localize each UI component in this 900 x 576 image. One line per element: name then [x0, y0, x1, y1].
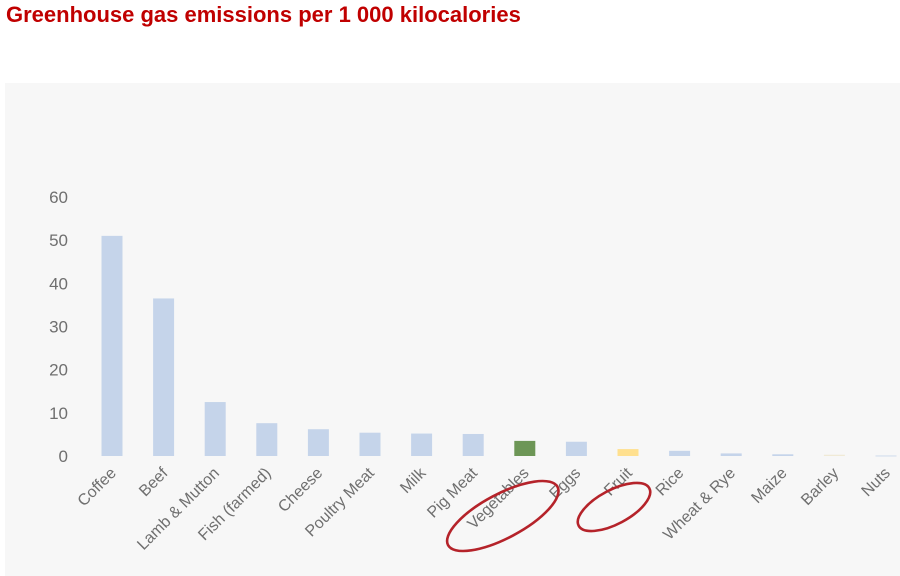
bar-cheese: [307, 429, 329, 456]
x-tick-label-coffee: Coffee: [75, 465, 120, 510]
x-tick-label-fruit: Fruit: [601, 464, 636, 499]
x-tick-label-rice: Rice: [653, 465, 688, 500]
bar-fish-farmed: [256, 423, 278, 456]
bars: [101, 235, 897, 457]
bar-eggs: [565, 441, 587, 456]
bar-pig-meat: [462, 433, 484, 456]
bar-vegetables: [514, 440, 536, 456]
y-axis-ticks: 0 10 20 30 40 50 60: [49, 188, 68, 466]
bar-fruit: [617, 449, 639, 456]
highlight-circle-vegetables: [445, 479, 560, 553]
highlight-circle-fruit: [576, 481, 652, 533]
bar-maize: [772, 454, 794, 456]
bar-rice: [669, 450, 691, 456]
x-tick-label-maize: Maize: [748, 465, 790, 507]
x-tick-label-nuts: Nuts: [859, 465, 894, 500]
y-tick-label: 30: [49, 318, 68, 337]
bar-beef: [153, 298, 175, 456]
bar-coffee: [101, 235, 123, 456]
page-title: Greenhouse gas emissions per 1 000 kiloc…: [6, 2, 521, 27]
y-tick-label: 60: [49, 188, 68, 207]
bar-wheat-and-rye: [720, 453, 742, 456]
y-tick-label: 40: [49, 274, 68, 293]
x-tick-label-barley: Barley: [798, 465, 842, 509]
y-tick-label: 20: [49, 361, 68, 380]
bar-lamb-and-mutton: [204, 402, 226, 456]
bar-barley: [823, 454, 845, 456]
bar-milk: [411, 433, 433, 456]
y-tick-label: 10: [49, 404, 68, 423]
x-tick-label-beef: Beef: [136, 464, 172, 500]
annotations: [445, 479, 652, 553]
bar-nuts: [875, 455, 897, 457]
x-tick-label-cheese: Cheese: [275, 465, 326, 516]
y-tick-label: 50: [49, 231, 68, 250]
y-tick-label: 0: [59, 447, 68, 466]
bar-poultry-meat: [359, 432, 381, 456]
x-tick-label-milk: Milk: [397, 464, 430, 497]
